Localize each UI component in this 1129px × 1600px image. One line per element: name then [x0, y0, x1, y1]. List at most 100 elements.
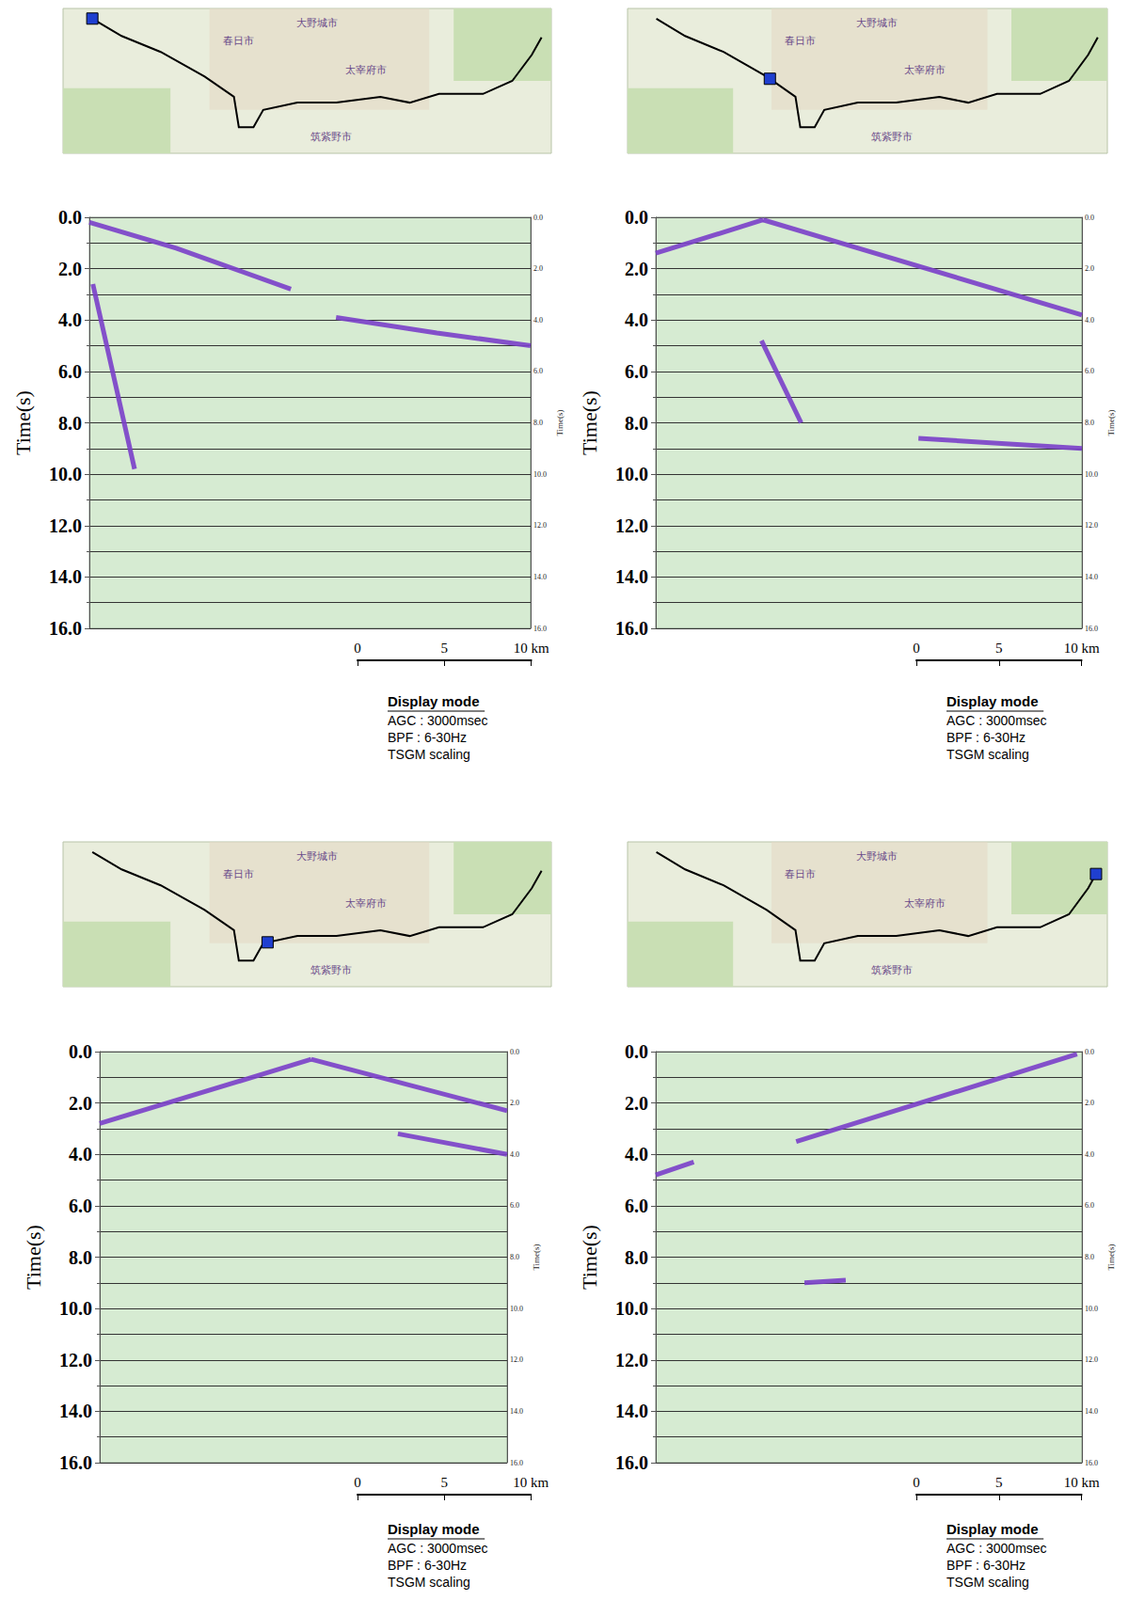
svg-text:4.0: 4.0	[624, 309, 649, 331]
svg-text:12.0: 12.0	[59, 1350, 93, 1371]
svg-text:0: 0	[353, 640, 362, 656]
svg-text:6.0: 6.0	[509, 1201, 520, 1210]
svg-text:14.0: 14.0	[615, 1400, 649, 1422]
svg-text:12.0: 12.0	[48, 515, 82, 537]
svg-text:8.0: 8.0	[58, 413, 82, 434]
svg-text:14.0: 14.0	[615, 566, 649, 588]
svg-text:16.0: 16.0	[615, 618, 649, 639]
svg-text:4.0: 4.0	[68, 1144, 93, 1165]
svg-text:6.0: 6.0	[58, 361, 82, 382]
svg-text:14.0: 14.0	[1084, 1407, 1098, 1416]
svg-text:Time(s): Time(s)	[1106, 409, 1116, 436]
svg-text:10 km: 10 km	[1064, 640, 1100, 656]
svg-text:8.0: 8.0	[533, 418, 543, 428]
svg-text:10.0: 10.0	[1084, 1304, 1098, 1314]
svg-text:Time(s): Time(s)	[577, 390, 602, 456]
svg-text:12.0: 12.0	[1084, 521, 1098, 530]
svg-text:12.0: 12.0	[615, 1350, 649, 1371]
svg-text:8.0: 8.0	[1084, 1253, 1095, 1262]
svg-text:5: 5	[440, 1475, 448, 1491]
svg-text:Display mode: Display mode	[387, 1521, 480, 1538]
svg-text:10 km: 10 km	[1064, 1475, 1100, 1491]
svg-text:10.0: 10.0	[533, 470, 547, 479]
svg-text:春日市: 春日市	[222, 868, 255, 880]
svg-text:0: 0	[912, 640, 921, 656]
svg-text:筑紫野市: 筑紫野市	[871, 130, 913, 143]
svg-text:0.0: 0.0	[1084, 213, 1095, 223]
svg-text:春日市: 春日市	[784, 868, 816, 880]
svg-text:大野城市: 大野城市	[856, 850, 898, 862]
svg-text:太宰府市: 太宰府市	[345, 897, 387, 909]
svg-text:Display mode: Display mode	[946, 1521, 1039, 1538]
svg-text:Time(s): Time(s)	[577, 1224, 602, 1290]
svg-text:AGC : 3000msec: AGC : 3000msec	[387, 1541, 489, 1557]
svg-text:春日市: 春日市	[222, 34, 255, 47]
svg-text:TSGM scaling: TSGM scaling	[946, 1574, 1030, 1591]
svg-text:大野城市: 大野城市	[856, 16, 898, 29]
svg-text:Time(s): Time(s)	[11, 390, 35, 456]
svg-text:2.0: 2.0	[533, 264, 543, 273]
svg-text:14.0: 14.0	[509, 1407, 524, 1416]
svg-text:筑紫野市: 筑紫野市	[310, 130, 352, 143]
svg-text:12.0: 12.0	[509, 1355, 524, 1365]
svg-text:2.0: 2.0	[58, 258, 82, 280]
svg-text:4.0: 4.0	[533, 316, 543, 325]
svg-text:5: 5	[995, 640, 1003, 656]
svg-text:10.0: 10.0	[615, 463, 649, 485]
svg-text:16.0: 16.0	[1084, 1459, 1098, 1468]
svg-text:0: 0	[912, 1475, 921, 1491]
svg-text:6.0: 6.0	[624, 1195, 649, 1217]
svg-text:Time(s): Time(s)	[555, 409, 565, 436]
svg-text:10.0: 10.0	[59, 1298, 93, 1320]
svg-text:0.0: 0.0	[1084, 1048, 1095, 1057]
svg-text:8.0: 8.0	[509, 1253, 520, 1262]
svg-text:8.0: 8.0	[624, 1247, 649, 1269]
svg-text:AGC : 3000msec: AGC : 3000msec	[946, 713, 1048, 729]
svg-text:2.0: 2.0	[624, 258, 649, 280]
svg-text:8.0: 8.0	[624, 413, 649, 434]
svg-text:筑紫野市: 筑紫野市	[310, 964, 352, 976]
svg-text:12.0: 12.0	[1084, 1355, 1098, 1365]
svg-text:TSGM scaling: TSGM scaling	[387, 747, 471, 763]
svg-text:Time(s): Time(s)	[1106, 1243, 1116, 1271]
svg-text:太宰府市: 太宰府市	[904, 897, 946, 909]
svg-text:10.0: 10.0	[1084, 470, 1098, 479]
svg-text:10.0: 10.0	[509, 1304, 524, 1314]
svg-text:BPF : 6-30Hz: BPF : 6-30Hz	[946, 730, 1026, 746]
svg-text:12.0: 12.0	[615, 515, 649, 537]
svg-text:2.0: 2.0	[624, 1093, 649, 1114]
svg-text:14.0: 14.0	[48, 566, 82, 588]
svg-text:太宰府市: 太宰府市	[904, 63, 946, 76]
svg-text:6.0: 6.0	[1084, 1201, 1095, 1210]
svg-text:10 km: 10 km	[512, 1475, 549, 1491]
svg-text:AGC : 3000msec: AGC : 3000msec	[387, 713, 489, 729]
svg-text:0.0: 0.0	[624, 1041, 649, 1063]
svg-text:Display mode: Display mode	[946, 693, 1039, 710]
svg-text:4.0: 4.0	[1084, 1150, 1095, 1160]
svg-text:8.0: 8.0	[1084, 418, 1095, 428]
svg-text:2.0: 2.0	[1084, 264, 1095, 273]
svg-text:2.0: 2.0	[509, 1098, 520, 1108]
svg-text:春日市: 春日市	[784, 34, 816, 47]
svg-text:0.0: 0.0	[624, 206, 649, 228]
svg-text:16.0: 16.0	[1084, 624, 1098, 634]
svg-text:12.0: 12.0	[533, 521, 547, 530]
svg-text:6.0: 6.0	[533, 366, 543, 376]
svg-text:5: 5	[995, 1475, 1003, 1491]
svg-text:6.0: 6.0	[1084, 366, 1095, 376]
svg-text:0.0: 0.0	[509, 1048, 520, 1057]
svg-text:10.0: 10.0	[48, 463, 82, 485]
svg-text:16.0: 16.0	[48, 618, 82, 639]
svg-text:10 km: 10 km	[513, 640, 550, 656]
svg-text:BPF : 6-30Hz: BPF : 6-30Hz	[946, 1558, 1026, 1574]
svg-text:14.0: 14.0	[1084, 572, 1098, 582]
svg-text:16.0: 16.0	[59, 1452, 93, 1474]
svg-text:AGC : 3000msec: AGC : 3000msec	[946, 1541, 1048, 1557]
svg-text:0.0: 0.0	[58, 206, 82, 228]
svg-text:14.0: 14.0	[533, 572, 547, 582]
svg-text:0.0: 0.0	[533, 213, 543, 223]
svg-text:0: 0	[353, 1475, 362, 1491]
svg-text:2.0: 2.0	[68, 1093, 93, 1114]
svg-text:0.0: 0.0	[68, 1041, 93, 1063]
svg-text:太宰府市: 太宰府市	[345, 63, 387, 76]
